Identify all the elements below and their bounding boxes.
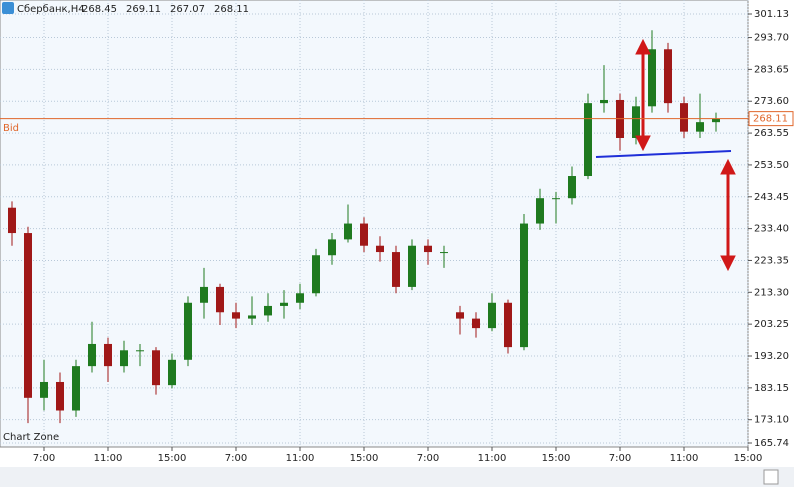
y-tick-label: 173.10 bbox=[754, 415, 789, 426]
candle-body bbox=[344, 223, 352, 240]
x-tick-label: 15:00 bbox=[542, 453, 571, 464]
arrows bbox=[635, 38, 736, 272]
y-tick-label: 243.45 bbox=[754, 192, 789, 203]
candle-body bbox=[568, 176, 576, 199]
y-tick-label: 293.70 bbox=[754, 33, 789, 44]
candles bbox=[8, 30, 720, 424]
x-tick-label: 15:00 bbox=[734, 453, 763, 464]
y-tick-label: 165.74 bbox=[754, 438, 789, 449]
candle-body bbox=[712, 118, 720, 123]
candle-body bbox=[168, 359, 176, 386]
x-tick-label: 7:00 bbox=[417, 453, 439, 464]
y-tick-label: 301.13 bbox=[754, 9, 789, 20]
y-tick-label: 183.15 bbox=[754, 383, 789, 394]
candle-body bbox=[552, 198, 560, 200]
header-values: 268.45 269.11 267.07 268.11 bbox=[82, 4, 249, 15]
x-tick-label: 11:00 bbox=[286, 453, 315, 464]
candle-body bbox=[408, 245, 416, 287]
bid-label: Bid bbox=[3, 123, 19, 134]
candle-body bbox=[504, 302, 512, 348]
candle-body bbox=[488, 302, 496, 329]
candle-body bbox=[264, 305, 272, 316]
candle-body bbox=[696, 122, 704, 132]
candle-body bbox=[72, 366, 80, 411]
x-tick-label: 11:00 bbox=[94, 453, 123, 464]
scrollbar[interactable] bbox=[0, 467, 794, 487]
candle-body bbox=[216, 286, 224, 313]
x-tick-label: 11:00 bbox=[670, 453, 699, 464]
candle-body bbox=[248, 315, 256, 319]
candle-body bbox=[8, 207, 16, 234]
candle-body bbox=[120, 350, 128, 367]
y-tick-label: 193.20 bbox=[754, 351, 789, 362]
candle-body bbox=[280, 302, 288, 306]
y-tick-label: 223.35 bbox=[754, 255, 789, 266]
y-tick-label: 213.30 bbox=[754, 287, 789, 298]
y-tick-label: 263.55 bbox=[754, 128, 789, 139]
plot-area bbox=[0, 0, 749, 448]
neckline bbox=[595, 150, 732, 158]
candle-body bbox=[24, 233, 32, 398]
scroll-button[interactable] bbox=[763, 469, 779, 485]
candle-body bbox=[232, 312, 240, 319]
candle-body bbox=[680, 103, 688, 132]
x-tick-label: 15:00 bbox=[158, 453, 187, 464]
y-tick-label: 253.50 bbox=[754, 160, 789, 171]
header-value: 268.11 bbox=[214, 4, 249, 15]
candle-body bbox=[600, 99, 608, 104]
y-tick-label: 283.65 bbox=[754, 64, 789, 75]
arrow-head bbox=[720, 158, 736, 175]
arrow-head bbox=[635, 38, 651, 55]
candle-body bbox=[648, 49, 656, 107]
x-tick-label: 7:00 bbox=[33, 453, 55, 464]
candle-body bbox=[472, 318, 480, 329]
candle-body bbox=[88, 343, 96, 367]
candle-body bbox=[184, 302, 192, 360]
candle-body bbox=[536, 198, 544, 224]
bid-price-label: 268.11 bbox=[753, 114, 788, 125]
candle-body bbox=[152, 350, 160, 386]
candle-body bbox=[104, 343, 112, 367]
x-tick-label: 15:00 bbox=[350, 453, 379, 464]
x-tick-label: 7:00 bbox=[225, 453, 247, 464]
candle-body bbox=[200, 286, 208, 303]
candle-body bbox=[456, 312, 464, 319]
x-tick-label: 7:00 bbox=[609, 453, 631, 464]
x-tick-label: 11:00 bbox=[478, 453, 507, 464]
arrow-head bbox=[635, 135, 651, 152]
candle-body bbox=[664, 49, 672, 104]
candle-body bbox=[328, 239, 336, 256]
candle-body bbox=[136, 350, 144, 352]
y-tick-label: 273.60 bbox=[754, 96, 789, 107]
candle-body bbox=[312, 255, 320, 294]
header-value: 267.07 bbox=[170, 4, 205, 15]
y-tick-label: 233.40 bbox=[754, 224, 789, 235]
chart-title: Сбербанк,H4 bbox=[17, 4, 85, 15]
candle-body bbox=[424, 245, 432, 253]
candle-body bbox=[376, 245, 384, 253]
candle-body bbox=[296, 293, 304, 303]
y-tick-label: 203.25 bbox=[754, 319, 789, 330]
candle-body bbox=[440, 252, 448, 254]
candle-body bbox=[520, 223, 528, 348]
candle-body bbox=[392, 252, 400, 287]
candle-body bbox=[632, 106, 640, 138]
candle-body bbox=[40, 381, 48, 398]
header-value: 268.45 bbox=[82, 4, 117, 15]
watermark: Chart Zone bbox=[3, 432, 59, 443]
arrow-head bbox=[720, 255, 736, 272]
bid-price-box bbox=[748, 111, 794, 127]
candle-body bbox=[360, 223, 368, 246]
candle-body bbox=[584, 103, 592, 177]
candle-body bbox=[56, 381, 64, 411]
menu-icon[interactable] bbox=[2, 2, 14, 14]
header-value: 269.11 bbox=[126, 4, 161, 15]
